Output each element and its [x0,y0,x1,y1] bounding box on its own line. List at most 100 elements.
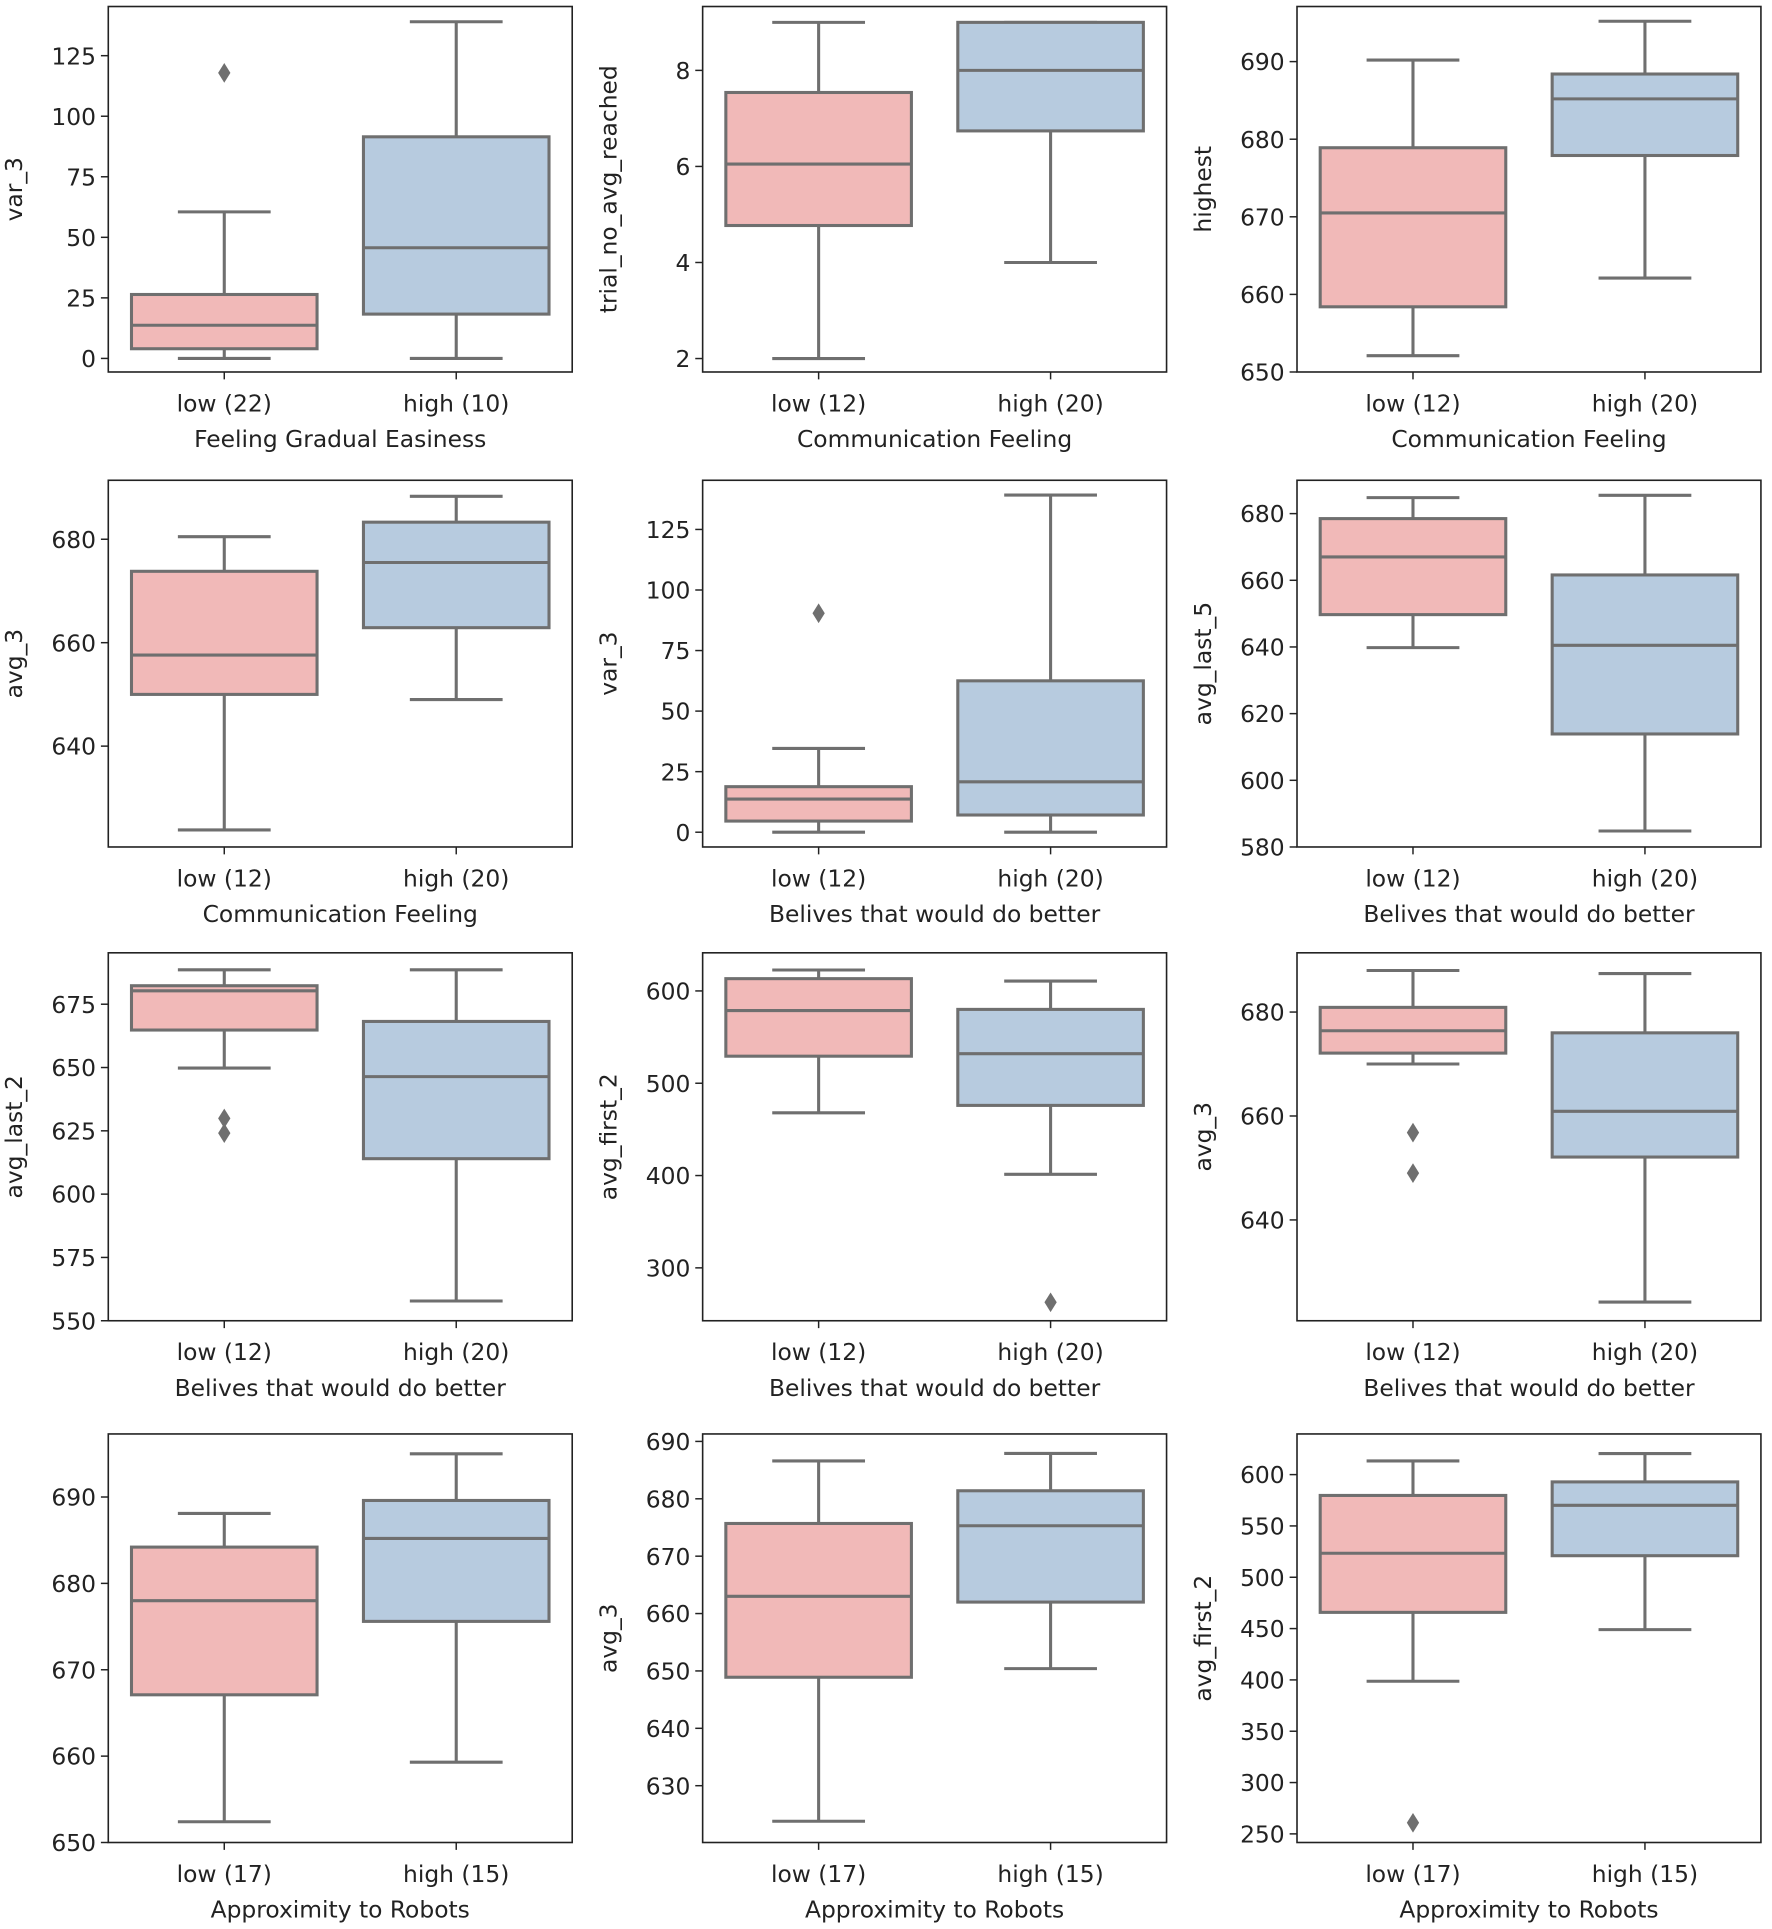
y-tick-label: 25 [66,284,96,312]
y-tick-label: 660 [1240,1103,1285,1131]
box-high [1550,972,1740,1304]
x-axis-label: Belives that would do better [1363,900,1695,928]
axes-frame [1296,952,1762,1322]
y-axis-label: avg_3 [0,629,28,699]
subplot-10: 650 660 670 680 690 low (17) high (15) Approxim… [51,1433,574,1924]
box-low [129,535,319,832]
iqr-box [956,679,1145,817]
box-low [724,20,913,361]
y-tick-label: 500 [1240,1564,1285,1592]
iqr-box [361,1498,551,1623]
outlier-point [1406,1163,1420,1184]
y-tick-label: 580 [1240,834,1285,862]
y-tick-label: 675 [51,991,96,1019]
x-tick-label: low (17) [177,1860,272,1888]
outlier-point [218,1123,231,1143]
box-low [129,1511,319,1824]
axes-frame [1296,5,1762,373]
subplot-12: 250 300 350 400 450 500 550 600 low (17) high (15… [1189,1433,1762,1924]
x-tick-label: high (20) [1592,389,1698,417]
x-tick-label: high (20) [997,1338,1103,1366]
x-tick-label: high (15) [997,1860,1103,1888]
y-tick-label: 450 [1240,1615,1285,1643]
y-tick-label: 620 [1240,700,1285,728]
y-tick-label: 6 [675,153,690,181]
x-tick-label: low (12) [177,1338,272,1366]
y-tick-label: 670 [1240,203,1285,231]
y-tick-label: 600 [646,978,691,1006]
box-high [956,493,1145,834]
subplot-8: 300 400 500 600 low (12) high (20) Belives tha… [595,952,1168,1402]
box-low [1318,968,1508,1184]
x-tick-label: low (12) [771,389,866,417]
x-tick-label: low (12) [771,864,866,892]
y-axis-label: avg_last_5 [1189,602,1217,725]
y-tick-label: 670 [51,1656,96,1684]
y-tick-label: 550 [1240,1513,1285,1541]
box-high [361,20,551,360]
y-tick-label: 8 [675,57,690,85]
box-low [724,603,913,834]
box-high [361,494,551,702]
outlier-point [218,1108,231,1129]
iqr-box [129,984,319,1032]
x-tick-label: high (20) [997,389,1103,417]
x-axis-label: Communication Feeling [203,900,478,928]
y-axis-label: var_3 [595,631,623,695]
x-tick-label: low (12) [1365,389,1460,417]
iqr-box [724,1521,913,1679]
y-tick-label: 600 [1240,1461,1285,1489]
x-tick-label: high (20) [1592,1338,1698,1366]
axes-frame [701,952,1168,1322]
y-tick-label: 650 [51,1054,96,1082]
y-tick-label: 650 [646,1658,691,1686]
x-tick-label: high (20) [403,864,509,892]
iqr-box [956,1489,1145,1604]
y-axis-label: var_3 [0,157,28,221]
iqr-box [361,135,551,316]
y-tick-label: 75 [66,163,96,191]
y-axis-label: avg_3 [1189,1102,1217,1172]
y-tick-label: 250 [1240,1820,1285,1848]
box-high [361,968,551,1303]
x-tick-label: high (20) [997,864,1103,892]
y-tick-label: 400 [646,1162,691,1190]
y-tick-label: 660 [1240,281,1285,309]
axes-frame [701,479,1168,848]
y-axis-label: avg_first_2 [1189,1575,1217,1702]
subplot-3: 650 660 670 680 690 low (12) high (20) Communic… [1189,5,1762,453]
y-axis-label: avg_3 [595,1603,623,1673]
y-tick-label: 25 [661,758,691,786]
outlier-point [1044,1292,1057,1313]
box-high [361,1452,551,1764]
x-axis-label: Approximity to Robots [805,1896,1064,1924]
y-axis-label: trial_no_avg_reached [595,65,623,313]
outlier-point [1406,1812,1420,1833]
iqr-box [1318,146,1508,309]
y-tick-label: 0 [675,819,690,847]
iqr-box [129,569,319,696]
x-tick-label: high (20) [1592,864,1698,892]
subplot-11: 630 640 650 660 670 680 690 low (17) high (15) Ap… [595,1428,1168,1924]
y-tick-label: 550 [51,1307,96,1335]
iqr-box [129,292,319,351]
y-tick-label: 600 [51,1181,96,1209]
y-tick-label: 125 [51,42,96,70]
y-tick-label: 680 [1240,999,1285,1027]
subplot-7: 550 575 600 625 650 675 low (12) high (20) Beliv… [0,952,574,1402]
y-tick-label: 350 [1240,1718,1285,1746]
y-tick-label: 75 [661,637,691,665]
iqr-box [724,90,913,228]
y-tick-label: 300 [1240,1769,1285,1797]
box-low [129,63,319,360]
x-tick-label: low (12) [771,1338,866,1366]
iqr-box [361,1019,551,1161]
y-tick-label: 680 [51,1570,96,1598]
y-tick-label: 125 [646,516,691,544]
x-axis-label: Approximity to Robots [211,1896,470,1924]
subplot-2: 2 4 6 8 low (12) high (20) Communication Feeli… [595,5,1168,453]
y-tick-label: 100 [646,577,691,605]
y-tick-label: 300 [646,1254,691,1282]
y-tick-label: 660 [51,629,96,657]
y-tick-label: 650 [51,1829,96,1857]
